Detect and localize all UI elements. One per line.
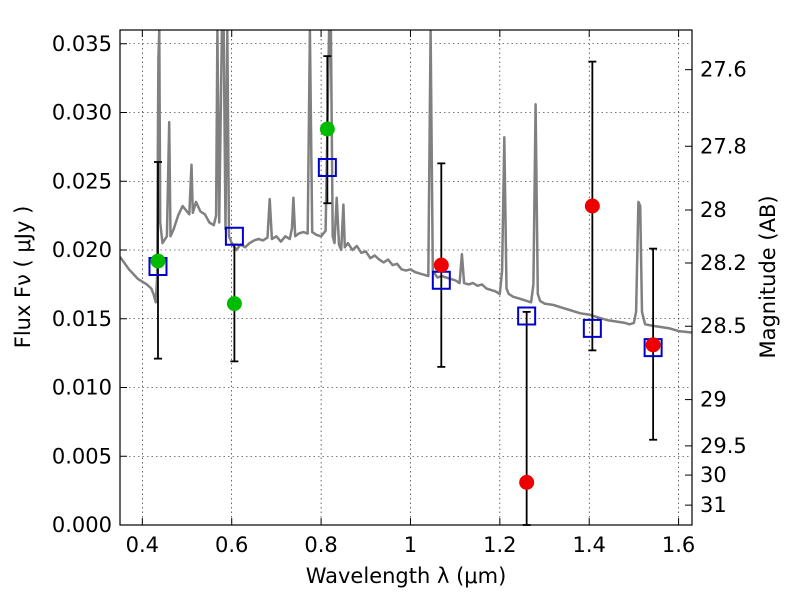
x-tick-label: 1	[404, 533, 417, 557]
observed-points	[150, 121, 661, 490]
model-square-marker	[317, 158, 337, 177]
y2-axis-label: Magnitude (AB)	[756, 195, 780, 358]
y-tick-label: 0.015	[52, 307, 112, 331]
x-axis: 0.4 0.6 0.8 1 1.2 1.4 1.6	[126, 30, 695, 557]
x-axis-label: Wavelength λ (μm)	[306, 564, 507, 588]
green-point	[319, 121, 335, 137]
y2-tick-label: 27.8	[700, 134, 747, 158]
y-axis-label: Flux Fν ( μJy )	[11, 206, 35, 349]
y-axis-left: 0.000 0.005 0.010 0.015 0.020 0.025 0.030 0.035	[52, 32, 127, 537]
y-tick-label: 0.000	[52, 513, 112, 537]
y-tick-label: 0.005	[52, 444, 112, 468]
model-square-marker	[582, 318, 602, 338]
x-tick-label: 0.8	[304, 533, 337, 557]
x-tick-label: 1.6	[662, 533, 695, 557]
green-point	[226, 296, 242, 312]
plot-area	[120, 30, 692, 334]
y-tick-label: 0.035	[52, 32, 112, 56]
y2-tick-label: 29	[700, 388, 727, 412]
green-point	[150, 253, 166, 269]
y2-tick-label: 31	[700, 493, 727, 517]
plot-frame	[119, 29, 693, 526]
red-point	[584, 198, 600, 214]
y2-tick-label: 28.5	[700, 314, 747, 338]
y-tick-label: 0.020	[52, 238, 112, 262]
y-tick-label: 0.010	[52, 376, 112, 400]
plot-background	[120, 30, 692, 525]
y-axis-right: 27.6 27.8 28 28.2 28.5 29 29.5 30 31	[685, 58, 747, 517]
x-tick-label: 1.4	[573, 533, 606, 557]
spectrum-line	[120, 30, 692, 334]
red-point	[519, 474, 535, 490]
y2-tick-label: 28.2	[700, 251, 747, 275]
y2-tick-label: 29.5	[700, 434, 747, 458]
y2-tick-label: 27.6	[700, 58, 747, 82]
x-tick-label: 0.6	[215, 533, 248, 557]
y2-tick-label: 30	[700, 463, 727, 487]
red-point	[645, 337, 661, 353]
x-tick-label: 0.4	[126, 533, 159, 557]
x-tick-label: 1.2	[483, 533, 516, 557]
red-point	[433, 257, 449, 273]
errorbars	[153, 55, 658, 526]
y2-tick-label: 28	[700, 198, 727, 222]
y-tick-label: 0.025	[52, 169, 112, 193]
model-square-marker	[517, 306, 537, 326]
model-square-marker	[224, 226, 244, 246]
y-tick-label: 0.030	[52, 101, 112, 125]
